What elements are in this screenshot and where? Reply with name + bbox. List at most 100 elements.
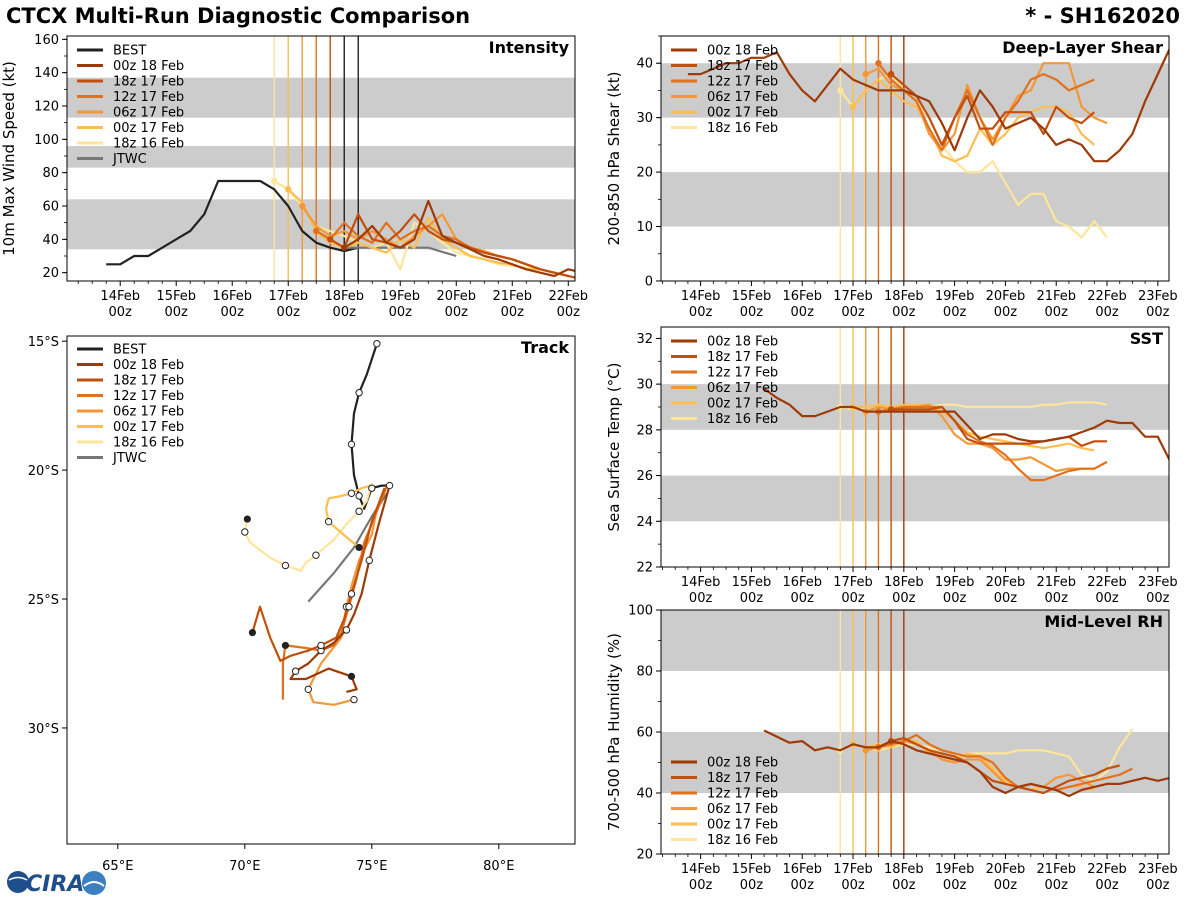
track-position-open-marker: [241, 528, 249, 536]
series-start-marker: [313, 227, 320, 235]
x-tick-label: 00z: [557, 305, 581, 320]
x-tick-label: 00z: [445, 305, 469, 320]
x-tick-label: 00z: [841, 305, 865, 320]
x-tick-label: 00z: [943, 878, 967, 893]
x-tick-label: 15Feb: [156, 289, 196, 304]
x-tick-label: 00z: [994, 878, 1018, 893]
series-line-18z-17-feb: [890, 73, 1096, 146]
series-line-18z-17-feb: [891, 405, 1107, 447]
x-tick-label: 22Feb: [1087, 862, 1127, 877]
x-tick-label: 00z: [1095, 878, 1119, 893]
track-position-filled-marker: [243, 515, 251, 523]
series-line-best: [106, 179, 359, 266]
plot-area: [661, 327, 1169, 567]
legend-label: 18z 16 Feb: [113, 436, 184, 451]
x-tick-label: 23Feb: [1138, 575, 1178, 590]
lat-tick-label: 30°S: [28, 722, 59, 737]
threshold-band: [661, 172, 1169, 227]
y-tick-label: 40: [42, 233, 59, 248]
legend-label: 00z 17 Feb: [707, 397, 778, 412]
x-tick-label: 16Feb: [782, 862, 822, 877]
series-line-00z-17-feb: [853, 403, 1095, 452]
x-tick-label: 00z: [109, 305, 133, 320]
series-start-marker: [887, 70, 895, 78]
legend-label: BEST: [113, 343, 146, 358]
x-tick-label: 00z: [892, 591, 916, 606]
legend-label: 18z 17 Feb: [707, 771, 778, 786]
x-tick-label: 00z: [892, 305, 916, 320]
x-tick-label: 00z: [943, 305, 967, 320]
y-tick-label: 60: [42, 200, 59, 215]
legend-label: 18z 17 Feb: [113, 374, 184, 389]
x-tick-label: 22Feb: [1087, 575, 1127, 590]
track-position-filled-marker: [355, 543, 363, 552]
x-tick-label: 00z: [943, 591, 967, 606]
x-tick-label: 16Feb: [212, 289, 252, 304]
x-tick-label: 14Feb: [100, 289, 140, 304]
track-position-open-marker: [345, 603, 353, 611]
y-tick-label: 100: [34, 133, 59, 148]
y-tick-label: 10: [636, 220, 653, 235]
legend-label: 00z 17 Feb: [707, 818, 778, 833]
x-tick-label: 14Feb: [681, 575, 721, 590]
x-tick-label: 00z: [791, 305, 815, 320]
y-tick-label: 20: [636, 848, 653, 863]
track-position-filled-marker: [248, 628, 257, 637]
track-position-open-marker: [312, 551, 320, 559]
x-tick-label: 17Feb: [833, 862, 873, 877]
legend-label: 06z 17 Feb: [113, 405, 184, 420]
x-tick-label: 19Feb: [935, 575, 975, 590]
x-tick-label: 00z: [841, 591, 865, 606]
x-tick-label: 23Feb: [1138, 862, 1178, 877]
legend-label: 06z 17 Feb: [113, 106, 184, 121]
track-position-open-marker: [355, 507, 363, 516]
x-tick-label: 14Feb: [681, 289, 721, 304]
plot-frame: [660, 35, 1170, 282]
x-tick-label: 00z: [791, 878, 815, 893]
y-tick-label: 80: [636, 665, 653, 680]
y-tick-label: 28: [636, 423, 653, 438]
x-tick-label: 00z: [689, 878, 713, 893]
x-tick-label: 00z: [689, 591, 713, 606]
legend-label: 18z 17 Feb: [707, 59, 778, 74]
x-tick-label: 00z: [277, 305, 301, 320]
x-tick-label: 00z: [1045, 878, 1069, 893]
x-tick-label: 22Feb: [548, 289, 588, 304]
y-tick-label: 20: [42, 266, 59, 281]
track-position-open-marker: [355, 492, 363, 500]
track-position-open-marker: [291, 667, 300, 675]
legend-label: 06z 17 Feb: [707, 381, 778, 396]
legend-label: 00z 18 Feb: [113, 358, 184, 373]
x-tick-label: 17Feb: [268, 289, 308, 304]
x-tick-label: 00z: [501, 305, 525, 320]
chart-title: SST: [1130, 329, 1163, 348]
plot-area: [661, 610, 1169, 854]
x-tick-label: 23Feb: [1138, 289, 1178, 304]
track-position-open-marker: [385, 481, 394, 490]
x-tick-label: 16Feb: [782, 575, 822, 590]
plot-frame: [66, 35, 576, 282]
x-tick-label: 18Feb: [324, 289, 364, 304]
legend-label: 00z 18 Feb: [707, 756, 778, 771]
x-tick-label: 00z: [791, 591, 815, 606]
y-axis-label: 200-850 hPa Shear (kt): [605, 72, 623, 246]
threshold-band: [661, 610, 1169, 671]
legend-label: 06z 17 Feb: [707, 90, 778, 105]
y-tick-label: 80: [42, 166, 59, 181]
plot-area: [67, 36, 575, 281]
logo-text: CIRA: [26, 872, 84, 897]
track-position-open-marker: [347, 489, 356, 497]
legend-label: 12z 17 Feb: [113, 389, 184, 404]
legend-label: 18z 16 Feb: [707, 833, 778, 848]
series-start-marker: [862, 70, 869, 78]
legend-label: 12z 17 Feb: [113, 90, 184, 105]
x-tick-label: 21Feb: [492, 289, 532, 304]
y-tick-label: 40: [636, 57, 653, 72]
series-line-12z-17-feb: [878, 405, 1108, 482]
y-tick-label: 60: [636, 726, 653, 741]
series-start-marker: [849, 103, 857, 110]
x-tick-label: 00z: [1045, 591, 1069, 606]
series-start-marker: [327, 236, 334, 243]
